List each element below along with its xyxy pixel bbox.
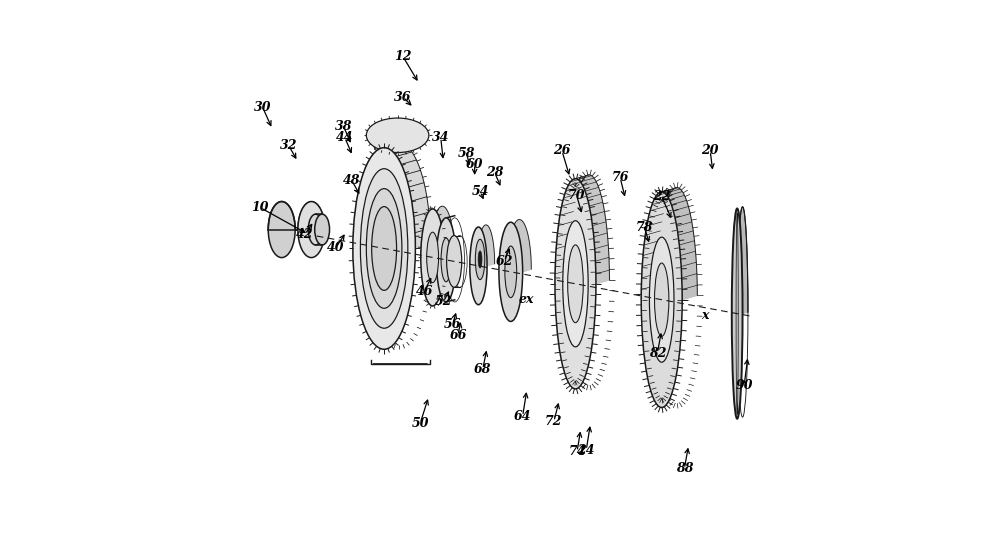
Ellipse shape: [427, 232, 439, 282]
Text: 20: 20: [701, 144, 719, 157]
Text: 42: 42: [296, 228, 314, 241]
Text: 70: 70: [568, 189, 585, 202]
Text: 68: 68: [474, 363, 492, 376]
Text: 50: 50: [411, 417, 429, 430]
Ellipse shape: [310, 217, 322, 242]
Polygon shape: [641, 188, 697, 300]
Ellipse shape: [366, 118, 429, 153]
Ellipse shape: [641, 192, 682, 407]
Text: 72: 72: [545, 415, 563, 428]
Text: 32: 32: [280, 139, 297, 152]
Text: 24: 24: [577, 444, 595, 457]
Polygon shape: [470, 225, 495, 266]
Ellipse shape: [732, 209, 743, 419]
Ellipse shape: [478, 251, 482, 268]
Text: 30: 30: [254, 101, 272, 114]
Ellipse shape: [353, 148, 415, 349]
Text: 54: 54: [471, 185, 489, 198]
Ellipse shape: [441, 238, 451, 282]
Ellipse shape: [568, 245, 583, 323]
Ellipse shape: [563, 220, 588, 347]
Ellipse shape: [436, 218, 456, 302]
Text: x: x: [701, 309, 709, 322]
Ellipse shape: [366, 189, 402, 308]
Text: 56: 56: [444, 318, 461, 331]
Text: 88: 88: [676, 462, 693, 475]
Polygon shape: [366, 118, 429, 153]
Text: 44: 44: [336, 131, 354, 144]
Ellipse shape: [470, 227, 487, 305]
Text: 66: 66: [449, 329, 467, 342]
Ellipse shape: [268, 202, 295, 258]
Ellipse shape: [499, 222, 523, 321]
Ellipse shape: [308, 214, 323, 245]
Ellipse shape: [372, 206, 397, 291]
Text: 10: 10: [251, 201, 269, 214]
Text: 26: 26: [553, 144, 571, 157]
Text: 46: 46: [416, 285, 433, 298]
Polygon shape: [499, 219, 531, 272]
Text: 78: 78: [636, 221, 653, 234]
Text: 52: 52: [435, 295, 452, 308]
Text: 58: 58: [458, 147, 475, 160]
Ellipse shape: [298, 202, 325, 258]
Text: 60: 60: [466, 158, 483, 171]
Text: 28: 28: [486, 166, 503, 179]
Text: 38: 38: [335, 120, 352, 133]
Ellipse shape: [421, 209, 444, 306]
Text: 90: 90: [735, 379, 753, 392]
Polygon shape: [555, 175, 609, 284]
Text: 12: 12: [394, 50, 412, 63]
Text: 76: 76: [611, 171, 629, 184]
Text: 36: 36: [394, 91, 412, 103]
Text: 40: 40: [327, 241, 344, 254]
Text: 64: 64: [514, 410, 531, 423]
Text: ex: ex: [518, 293, 534, 306]
Text: 22: 22: [653, 190, 670, 203]
Text: 62: 62: [496, 255, 513, 268]
Polygon shape: [732, 207, 748, 314]
Ellipse shape: [315, 214, 330, 245]
Text: 34: 34: [432, 131, 449, 144]
Polygon shape: [421, 206, 454, 258]
Ellipse shape: [360, 169, 408, 328]
Text: 48: 48: [343, 174, 361, 187]
Ellipse shape: [505, 246, 517, 298]
Ellipse shape: [475, 239, 485, 280]
Text: 74: 74: [568, 445, 586, 458]
Ellipse shape: [447, 236, 462, 287]
Ellipse shape: [555, 178, 596, 389]
Ellipse shape: [655, 263, 669, 336]
Text: 82: 82: [649, 347, 666, 360]
Ellipse shape: [649, 237, 674, 362]
Polygon shape: [268, 202, 325, 230]
Polygon shape: [353, 143, 430, 248]
